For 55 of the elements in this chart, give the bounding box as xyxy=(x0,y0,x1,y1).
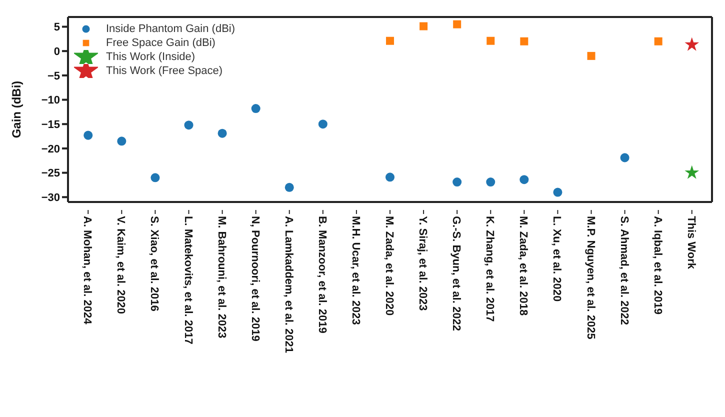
legend-label: This Work (Inside) xyxy=(106,51,196,63)
point xyxy=(620,153,630,162)
point xyxy=(587,52,596,60)
x-tick-label: L. Matekovits, et al. 2017 xyxy=(182,216,194,344)
x-tick-label: L. Xu, et al. 2020 xyxy=(550,216,563,302)
y-tick-label: 5 xyxy=(54,22,60,34)
x-tick-label: S. Ahmad, et al. 2022 xyxy=(618,216,630,326)
legend-label: Free Space Gain (dBi) xyxy=(106,37,216,49)
y-tick-label: 0 xyxy=(54,46,60,58)
point xyxy=(318,120,328,129)
x-tick-label: G.-S. Byun, et al. 2022 xyxy=(450,216,462,331)
legend-label: This Work (Free Space) xyxy=(106,65,223,77)
x-tick-label: K. Zhang, et al. 2017 xyxy=(484,216,496,322)
point xyxy=(654,37,662,46)
point xyxy=(251,104,260,114)
point xyxy=(453,20,462,28)
x-tick-label: S. Xiao, et al. 2016 xyxy=(148,216,160,312)
y-tick-label: −20 xyxy=(41,143,60,156)
x-tick-label: Y. Siraj, et al. 2023 xyxy=(416,216,429,311)
point xyxy=(553,188,562,197)
x-tick-label: M.P. Nguyen, et al. 2025 xyxy=(584,216,596,340)
point xyxy=(150,173,160,182)
x-tick-label: B. Manzoor, et al. 2019 xyxy=(316,216,328,334)
point xyxy=(486,178,496,187)
point xyxy=(684,165,700,179)
y-tick-label: −25 xyxy=(41,168,60,180)
point xyxy=(420,22,428,30)
x-tick-label: M. Zada, et al. 2020 xyxy=(383,216,395,316)
point xyxy=(385,172,395,182)
legend-label: Inside Phantom Gain (dBi) xyxy=(106,23,236,35)
x-tick-label: M.H. Ucar, et al. 2023 xyxy=(349,216,362,325)
point xyxy=(218,128,227,138)
x-tick-label: N, Pournoori, et al. 2019 xyxy=(248,216,261,342)
y-tick-label: −10 xyxy=(41,94,60,107)
point xyxy=(520,175,529,184)
point xyxy=(486,36,495,45)
x-tick-label: M. Zada, et al. 2018 xyxy=(517,216,530,316)
point xyxy=(386,36,394,45)
x-tick-label: A. Iqbal, et al. 2019 xyxy=(651,216,664,314)
y-tick-label: −30 xyxy=(41,192,60,204)
point xyxy=(117,136,126,146)
point xyxy=(684,37,700,51)
y-tick-label: −15 xyxy=(41,119,60,132)
x-tick-label: M. Bahrouni, et al. 2023 xyxy=(215,216,228,338)
point xyxy=(84,130,93,140)
x-tick-label: A. Lamkaddem, et al. 2021 xyxy=(282,216,294,353)
y-axis-title: Gain (dBi) xyxy=(9,80,24,138)
y-tick-label: −5 xyxy=(47,70,60,82)
point xyxy=(184,120,194,130)
x-tick-label: This Work xyxy=(684,216,697,270)
point xyxy=(520,37,528,46)
point xyxy=(284,182,294,192)
point xyxy=(452,178,462,187)
x-tick-label: V. Kaim, et al. 2020 xyxy=(114,216,127,314)
x-tick-label: A. Mohan, et al. 2024 xyxy=(81,216,94,326)
